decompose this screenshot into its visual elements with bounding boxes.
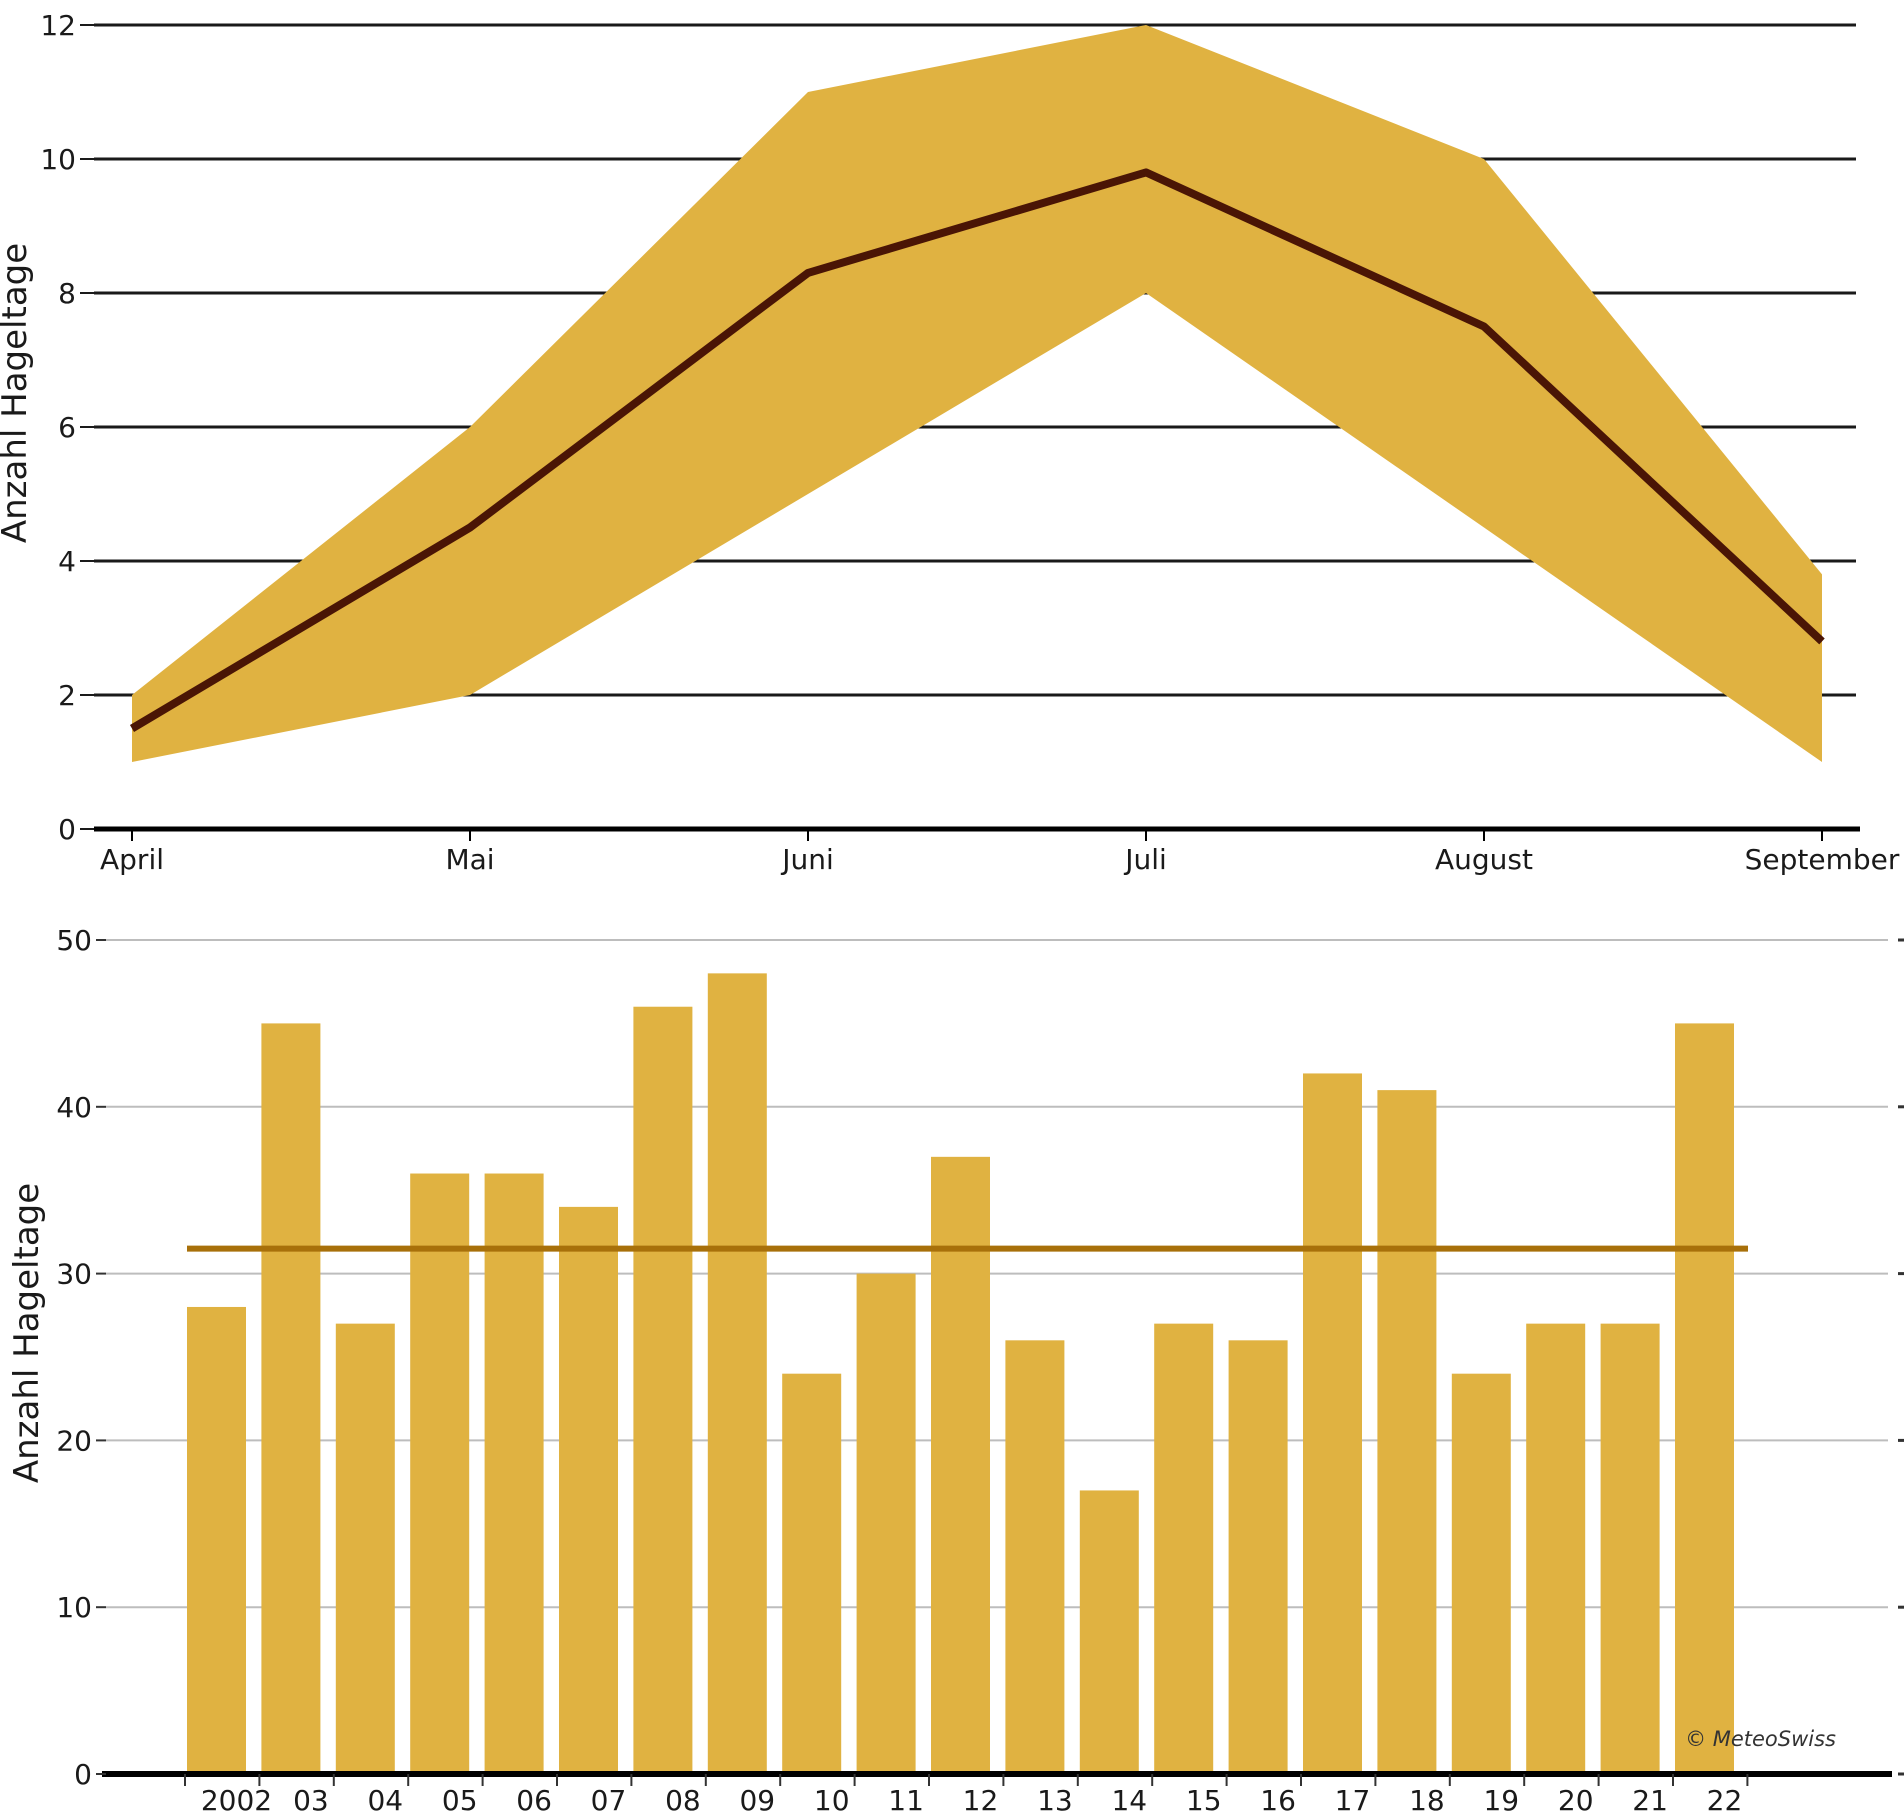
bottom-x-tick-label: 08 xyxy=(665,1784,701,1814)
bar-2002 xyxy=(187,1306,246,1774)
bottom-x-tick-label: 16 xyxy=(1260,1784,1296,1814)
top-x-tick-label: Mai xyxy=(445,843,494,876)
monthly-hail-days-chart: 0 2 4 6 8 10 12 April Mai Juni Juli August Septembe… xyxy=(0,9,1900,876)
bar-15 xyxy=(1154,1323,1214,1774)
bottom-chart-x-tick-labels: 2002 03 04 05 06 07 08 09 10 11 12 13 14 15 16 17 18 19 20… xyxy=(184,1774,1749,1814)
bottom-x-tick-label: 15 xyxy=(1186,1784,1222,1814)
bottom-y-tick-label: 50 xyxy=(56,924,92,957)
bottom-x-tick-label: 22 xyxy=(1707,1784,1743,1814)
bar-03 xyxy=(261,1023,321,1774)
top-y-tick-label: 2 xyxy=(58,679,76,712)
top-chart-x-tick-labels: April Mai Juni Juli August September xyxy=(100,829,1900,876)
top-chart-y-tick-labels: 0 2 4 6 8 10 12 xyxy=(40,9,94,846)
bar-14 xyxy=(1079,1490,1139,1774)
top-x-tick-label: Juli xyxy=(1123,843,1167,876)
bar-19 xyxy=(1451,1373,1511,1774)
bottom-x-tick-label: 18 xyxy=(1409,1784,1445,1814)
bar-08 xyxy=(633,1006,693,1774)
bottom-y-tick-label: 20 xyxy=(56,1424,92,1457)
bottom-x-tick-label: 12 xyxy=(963,1784,999,1814)
bar-18 xyxy=(1377,1090,1437,1774)
bottom-x-tick-label: 04 xyxy=(367,1784,403,1814)
bottom-y-tick-label: 40 xyxy=(56,1091,92,1124)
bottom-x-tick-label: 09 xyxy=(739,1784,775,1814)
bar-22 xyxy=(1675,1023,1734,1774)
bottom-x-tick-label: 2002 xyxy=(201,1784,272,1814)
top-x-tick-label: August xyxy=(1435,843,1533,876)
bottom-y-tick-label: 10 xyxy=(56,1591,92,1624)
top-y-tick-label: 0 xyxy=(58,813,76,846)
bottom-x-tick-label: 17 xyxy=(1335,1784,1371,1814)
bar-13 xyxy=(1005,1340,1065,1774)
bottom-chart-y-tick-labels: 0 10 20 30 40 50 xyxy=(56,924,106,1791)
bar-05 xyxy=(410,1173,470,1774)
bar-07 xyxy=(559,1206,618,1774)
bottom-chart-right-tick-marks xyxy=(1898,938,1904,1776)
bottom-x-tick-label: 10 xyxy=(814,1784,850,1814)
bottom-x-tick-label: 03 xyxy=(293,1784,329,1814)
hail-days-range-band xyxy=(132,25,1822,762)
bar-12 xyxy=(931,1156,990,1774)
copyright-notice: © MeteoSwiss xyxy=(1685,1727,1836,1751)
top-y-tick-label: 12 xyxy=(40,9,76,42)
bottom-x-tick-label: 13 xyxy=(1037,1784,1073,1814)
bar-06 xyxy=(484,1173,544,1774)
bottom-x-tick-label: 05 xyxy=(442,1784,478,1814)
top-chart-y-axis-title: Anzahl Hageltage xyxy=(0,243,35,543)
top-y-tick-label: 6 xyxy=(58,411,76,444)
bar-20 xyxy=(1526,1323,1586,1774)
bar-04 xyxy=(335,1323,395,1774)
bottom-x-tick-label: 07 xyxy=(591,1784,627,1814)
top-y-tick-label: 8 xyxy=(58,277,76,310)
bottom-y-tick-label: 30 xyxy=(56,1258,92,1291)
bar-11 xyxy=(856,1273,916,1774)
hail-days-mean-line xyxy=(129,168,1825,732)
bar-21 xyxy=(1600,1323,1660,1774)
bottom-x-tick-label: 14 xyxy=(1111,1784,1147,1814)
yearly-bars xyxy=(187,973,1734,1774)
bar-17 xyxy=(1303,1073,1362,1774)
bottom-y-tick-label: 0 xyxy=(74,1758,92,1791)
bar-09 xyxy=(707,973,767,1774)
top-x-tick-label: April xyxy=(100,843,164,876)
top-x-tick-label: September xyxy=(1745,843,1900,876)
top-x-tick-label: Juni xyxy=(780,843,834,876)
yearly-hail-days-chart: 0 10 20 30 40 50 2002 03 04 05 06 07 08 09 10 11 12 13 14… xyxy=(7,924,1904,1814)
top-y-tick-label: 10 xyxy=(40,143,76,176)
bar-16 xyxy=(1228,1340,1288,1774)
bottom-x-tick-label: 20 xyxy=(1558,1784,1594,1814)
bar-10 xyxy=(782,1373,842,1774)
bottom-chart-gridlines xyxy=(106,939,1888,1609)
bottom-chart-y-axis-title: Anzahl Hageltage xyxy=(7,1183,47,1483)
bottom-x-tick-label: 06 xyxy=(516,1784,552,1814)
bottom-x-tick-label: 11 xyxy=(888,1784,924,1814)
bottom-x-tick-label: 21 xyxy=(1632,1784,1668,1814)
bottom-x-tick-label: 19 xyxy=(1483,1784,1519,1814)
top-y-tick-label: 4 xyxy=(58,545,76,578)
